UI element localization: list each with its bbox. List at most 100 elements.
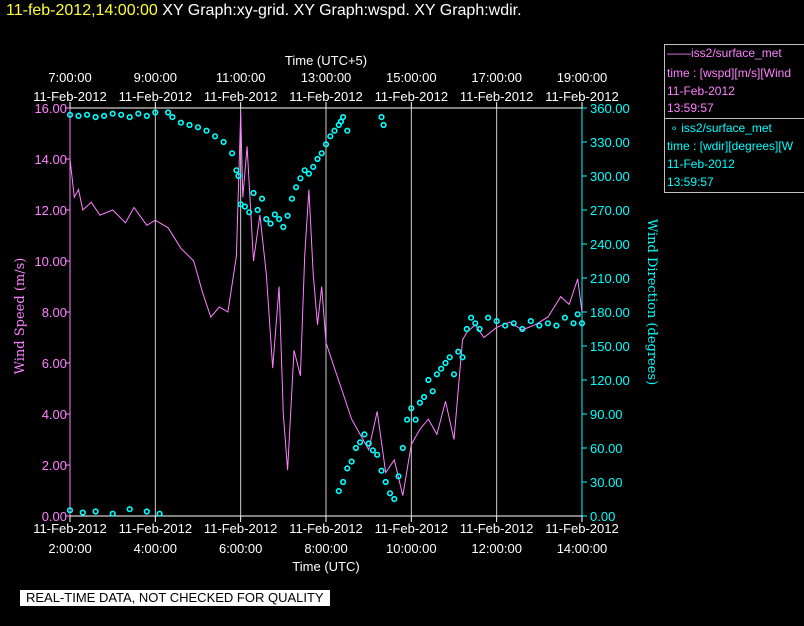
wind-direction-point [553, 322, 560, 329]
wind-direction-point [446, 354, 453, 361]
y-tick-label-left: 6.00 [42, 356, 67, 371]
wind-direction-point [92, 508, 99, 515]
wind-direction-point [348, 458, 355, 465]
wind-direction-point [416, 399, 424, 406]
x-tick-label-date: 11-Feb-2012 [289, 521, 362, 536]
wind-direction-point [378, 467, 385, 474]
wind-direction-point [241, 203, 248, 210]
wind-direction-point [344, 465, 351, 472]
legend-dir-time: 13:59:57 [667, 175, 714, 189]
top-tick-label-date: 11-Feb-2012 [375, 89, 448, 104]
wind-direction-point [340, 478, 347, 486]
y-tick-label-left: 0.00 [42, 509, 67, 524]
wind-direction-point [429, 388, 436, 395]
quality-warning-badge: REAL-TIME DATA, NOT CHECKED FOR QUALITY [20, 590, 330, 606]
wind-direction-point [75, 112, 82, 119]
wind-direction-point [335, 488, 342, 495]
y-tick-label-right: 0.00 [590, 509, 615, 524]
legend-speed-date: 11-Feb-2012 [667, 84, 735, 98]
x-tick-label-time: 4:00:00 [134, 541, 177, 556]
wind-direction-point [327, 133, 334, 140]
top-tick-label-date: 11-Feb-2012 [460, 89, 533, 104]
legend-dir-var: time : [wdir][degrees][W [667, 139, 794, 153]
wind-direction-point [83, 111, 91, 118]
x-tick-label-time: 6:00:00 [219, 541, 262, 556]
x-tick-label-date: 11-Feb-2012 [119, 521, 192, 536]
wind-direction-point [212, 133, 219, 140]
wind-direction-point [310, 163, 317, 170]
y-tick-label-right: 30.00 [590, 475, 623, 490]
graph-title: 11-feb-2012,14:00:00 XY Graph:xy-grid. X… [6, 2, 522, 20]
y-tick-label-left: 14.00 [34, 152, 67, 167]
legend-divider [664, 44, 804, 45]
wind-direction-point [203, 127, 210, 134]
wind-direction-point [276, 216, 283, 223]
wind-direction-point [455, 348, 462, 355]
legend-divider [664, 118, 804, 119]
wind-direction-point [79, 509, 86, 516]
wind-direction-point [135, 110, 142, 117]
wind-direction-point [493, 318, 500, 325]
wind-direction-point [267, 220, 274, 227]
y-tick-label-left: 8.00 [42, 305, 67, 320]
top-tick-label-time: 9:00:00 [134, 70, 177, 85]
wind-direction-point [233, 167, 240, 174]
y-tick-label-right: 90.00 [590, 407, 623, 422]
wind-direction-point [152, 109, 159, 116]
wind-direction-point [186, 121, 193, 129]
wind-direction-point [519, 325, 526, 333]
graph-timestamp: 11-feb-2012,14:00:00 [6, 2, 158, 19]
x-tick-label-time: 8:00:00 [304, 541, 347, 556]
wind-direction-point [314, 155, 321, 163]
wind-direction-point [92, 113, 99, 121]
wind-direction-point [412, 416, 419, 423]
wind-direction-point [143, 508, 150, 515]
wind-direction-point [331, 127, 338, 134]
y-tick-label-left: 10.00 [34, 254, 67, 269]
wind-direction-point [442, 359, 449, 367]
wind-direction-point [574, 311, 581, 318]
y-tick-label-right: 360.00 [590, 101, 630, 116]
x-tick-label-time: 12:00:00 [471, 541, 522, 556]
wind-direction-point [258, 195, 266, 202]
top-tick-label-time: 7:00:00 [48, 70, 91, 85]
wind-direction-point [280, 223, 287, 231]
top-tick-label-time: 11:00:00 [216, 70, 266, 85]
y-tick-label-right: 150.00 [590, 339, 630, 354]
wind-direction-point [463, 325, 470, 333]
wind-direction-point [229, 150, 236, 157]
wind-direction-point [318, 150, 325, 157]
wind-direction-point [476, 325, 483, 333]
wind-direction-point [263, 216, 270, 223]
wind-direction-point [468, 314, 475, 321]
wind-direction-point [421, 393, 428, 401]
wind-direction-point [177, 119, 184, 126]
wind-direction-point [544, 320, 552, 327]
wind-direction-point [391, 495, 398, 503]
wind-direction-point [322, 141, 330, 148]
y-tick-label-left: 2.00 [42, 458, 67, 473]
legend-speed-station: ——iss2/surface_met [667, 46, 782, 60]
wind-direction-point [380, 121, 387, 129]
y-axis-label-right: Wind Direction (degrees) [644, 219, 659, 385]
x-tick-label-date: 11-Feb-2012 [460, 521, 533, 536]
wind-direction-point [305, 170, 313, 177]
x-tick-label-date: 11-Feb-2012 [204, 521, 277, 536]
wind-direction-point [301, 167, 308, 174]
wind-direction-point [527, 318, 534, 325]
wind-direction-point [284, 212, 291, 219]
wind-direction-point [438, 365, 445, 372]
wind-direction-point [378, 113, 385, 121]
legend-dir-station: ∘ iss2/surface_met [667, 121, 772, 135]
wind-direction-point [337, 118, 345, 125]
wind-direction-point [118, 111, 125, 118]
y-tick-label-right: 270.00 [590, 203, 630, 218]
y-tick-label-right: 330.00 [590, 135, 630, 150]
wind-direction-point [357, 439, 364, 446]
top-tick-label-date: 11-Feb-2012 [545, 89, 618, 104]
wind-direction-point [340, 113, 347, 121]
wind-direction-point [271, 211, 278, 218]
y-tick-label-left: 4.00 [42, 407, 67, 422]
wind-direction-point [425, 376, 432, 384]
